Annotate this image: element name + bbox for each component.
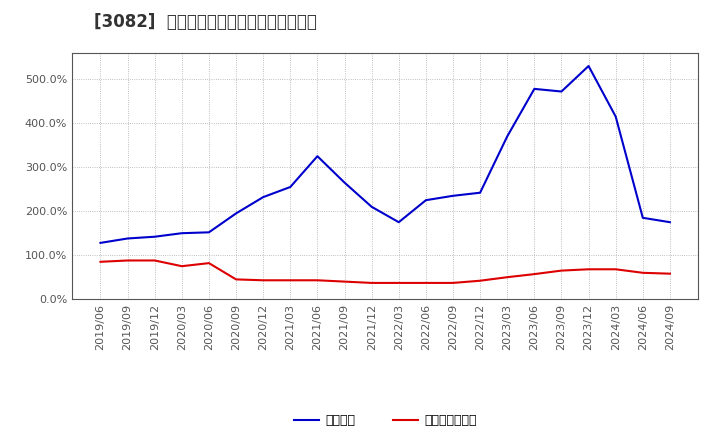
Line: 固定長期適合率: 固定長期適合率 bbox=[101, 260, 670, 283]
固定長期適合率 bbox=[476, 278, 485, 283]
固定比率 bbox=[611, 114, 620, 119]
固定長期適合率 bbox=[123, 258, 132, 263]
固定長期適合率 bbox=[639, 270, 647, 275]
固定長期適合率 bbox=[421, 280, 430, 286]
固定長期適合率 bbox=[178, 264, 186, 269]
固定長期適合率 bbox=[232, 277, 240, 282]
固定比率 bbox=[204, 230, 213, 235]
固定比率 bbox=[665, 220, 674, 225]
固定比率 bbox=[259, 194, 268, 200]
固定比率 bbox=[232, 211, 240, 216]
固定長期適合率 bbox=[341, 279, 349, 284]
固定比率 bbox=[178, 231, 186, 236]
固定長期適合率 bbox=[204, 260, 213, 266]
固定長期適合率 bbox=[313, 278, 322, 283]
固定比率 bbox=[286, 184, 294, 190]
Text: [3082]  固定比率、固定長期適合率の推移: [3082] 固定比率、固定長期適合率の推移 bbox=[94, 13, 317, 31]
固定長期適合率 bbox=[611, 267, 620, 272]
Legend: 固定比率, 固定長期適合率: 固定比率, 固定長期適合率 bbox=[289, 409, 482, 432]
固定長期適合率 bbox=[286, 278, 294, 283]
固定長期適合率 bbox=[449, 280, 457, 286]
固定長期適合率 bbox=[665, 271, 674, 276]
固定比率 bbox=[449, 193, 457, 198]
固定比率 bbox=[503, 134, 511, 139]
固定比率 bbox=[557, 89, 566, 94]
固定比率 bbox=[476, 190, 485, 195]
固定比率 bbox=[96, 240, 105, 246]
固定長期適合率 bbox=[150, 258, 159, 263]
固定比率 bbox=[639, 215, 647, 220]
固定比率 bbox=[530, 86, 539, 92]
固定長期適合率 bbox=[367, 280, 376, 286]
固定比率 bbox=[123, 236, 132, 241]
固定長期適合率 bbox=[96, 259, 105, 264]
固定比率 bbox=[341, 180, 349, 185]
Line: 固定比率: 固定比率 bbox=[101, 66, 670, 243]
固定長期適合率 bbox=[584, 267, 593, 272]
固定比率 bbox=[367, 204, 376, 209]
固定長期適合率 bbox=[530, 271, 539, 277]
固定比率 bbox=[313, 154, 322, 159]
固定長期適合率 bbox=[395, 280, 403, 286]
固定長期適合率 bbox=[503, 275, 511, 280]
固定比率 bbox=[150, 234, 159, 239]
固定比率 bbox=[395, 220, 403, 225]
固定長期適合率 bbox=[259, 278, 268, 283]
固定比率 bbox=[421, 198, 430, 203]
固定比率 bbox=[584, 63, 593, 69]
固定長期適合率 bbox=[557, 268, 566, 273]
